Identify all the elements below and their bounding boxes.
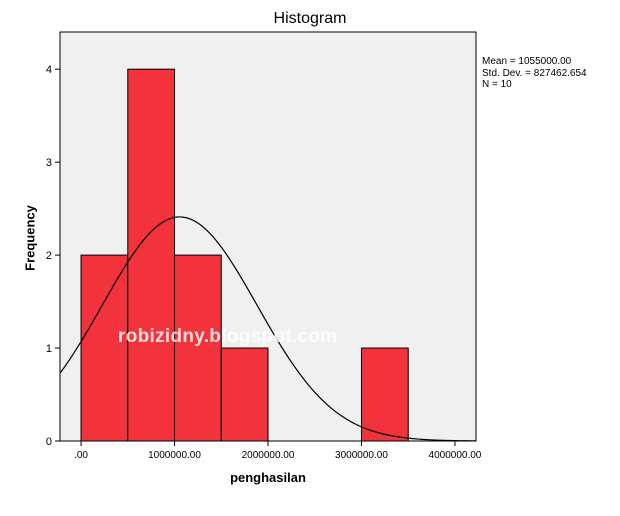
y-tick-label: 2: [46, 250, 52, 262]
histogram-bar: [80, 254, 129, 442]
histogram-bar: [220, 347, 269, 442]
stats-legend: Mean = 1055000.00 Std. Dev. = 827462.654…: [482, 56, 587, 91]
y-tick-label: 4: [46, 64, 52, 76]
x-axis: .00 1000000.00 2000000.00 3000000.00 4000000…: [74, 441, 482, 461]
x-tick-label: 4000000.00: [429, 450, 482, 461]
stat-std-dev: Std. Dev. = 827462.654: [482, 67, 587, 79]
y-tick-label: 1: [46, 343, 52, 355]
x-tick-label: 2000000.00: [242, 450, 295, 461]
watermark-text: robizidny.blogspot.com: [118, 326, 338, 347]
bars-group: [80, 68, 409, 442]
histogram-bar: [360, 347, 409, 442]
y-tick-label: 0: [46, 436, 52, 448]
y-axis: 0 1 2 3 4: [46, 64, 60, 448]
stat-n: N = 10: [482, 79, 512, 90]
x-tick-label: .00: [74, 450, 88, 461]
normal-curve: [59, 216, 477, 442]
x-tick-label: 3000000.00: [335, 450, 388, 461]
chart-title: Histogram: [273, 10, 347, 27]
y-axis-label: Frequency: [22, 205, 38, 271]
x-axis-label: penghasilan: [230, 470, 306, 485]
y-tick-label: 3: [46, 157, 52, 169]
stat-mean: Mean = 1055000.00: [482, 56, 572, 67]
histogram-bar: [127, 68, 176, 442]
histogram-bar: [174, 254, 222, 442]
x-tick-label: 1000000.00: [148, 450, 201, 461]
